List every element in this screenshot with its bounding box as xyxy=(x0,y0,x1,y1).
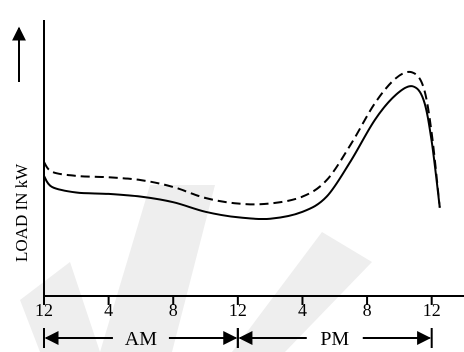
x-tick-label: 12 xyxy=(423,300,441,320)
x-tick-label: 8 xyxy=(169,300,178,320)
period-label: AM xyxy=(125,328,157,350)
x-tick-label: 12 xyxy=(229,300,247,320)
x-tick-label: 4 xyxy=(104,300,113,320)
x-tick-label: 4 xyxy=(298,300,307,320)
x-tick-label: 8 xyxy=(363,300,372,320)
watermark xyxy=(20,185,372,352)
y-axis-label: LOAD IN kW xyxy=(12,163,31,262)
period-label: PM xyxy=(320,328,349,350)
dashed-load-curve xyxy=(43,70,441,208)
period-indicators: AM PM xyxy=(43,328,433,350)
solid-load-curve xyxy=(43,85,441,221)
series-lines xyxy=(43,70,441,221)
x-tick-label: 12 xyxy=(35,300,53,320)
x-ticks xyxy=(43,296,433,305)
x-tick-labels: 12 4 8 12 4 8 12 xyxy=(35,300,441,320)
